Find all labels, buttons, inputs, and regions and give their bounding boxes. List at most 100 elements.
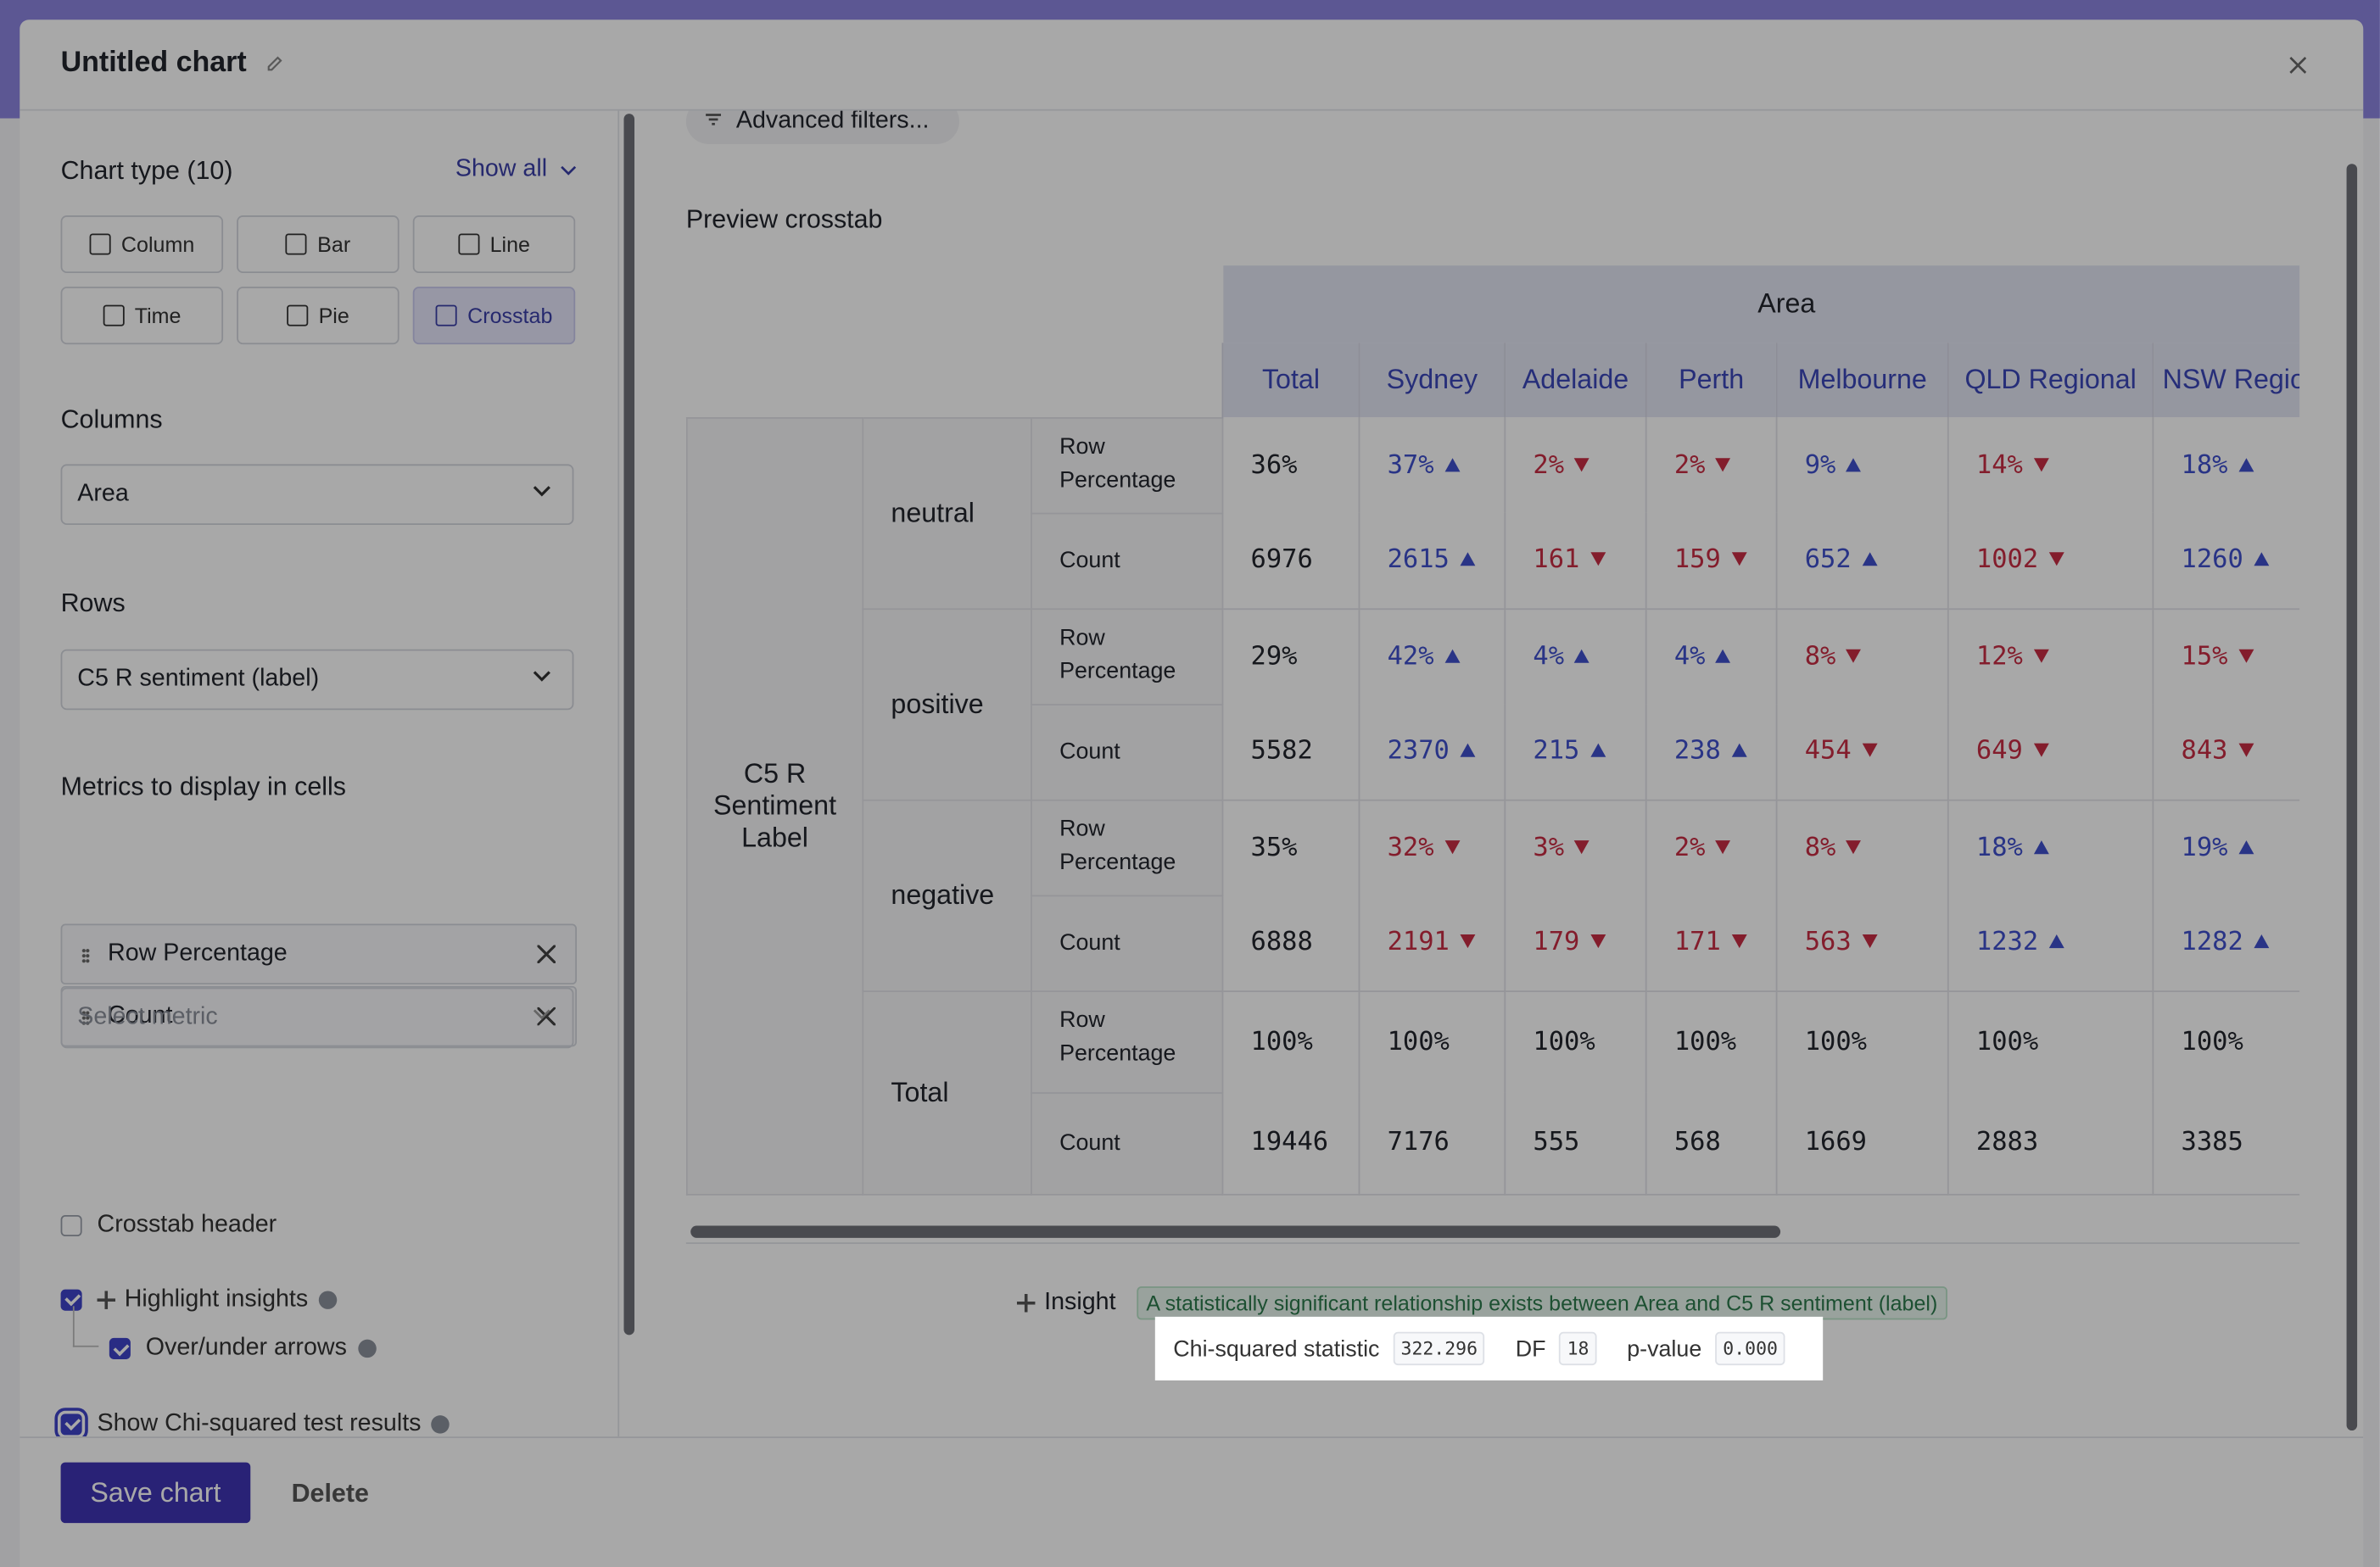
chart-type-button[interactable]: Column xyxy=(60,215,224,274)
option-row: Crosstab header xyxy=(60,1188,607,1263)
cell-value: 563 xyxy=(1804,927,1852,958)
data-cell: 19% xyxy=(2152,799,2300,895)
chart-type-button[interactable]: Time xyxy=(60,287,224,345)
metric-chip[interactable]: Row Percentage xyxy=(60,923,578,985)
crosstab: Area Total Sydney Adelaide Perth Melbourne QLD… xyxy=(685,265,2300,1195)
info-icon[interactable] xyxy=(432,1414,450,1433)
chart-type-icon xyxy=(89,233,111,255)
save-button[interactable]: Save chart xyxy=(60,1462,251,1524)
show-all-button[interactable]: Show all xyxy=(455,156,578,183)
row-header: C5 R Sentiment Label xyxy=(685,416,864,1195)
p-value: 0.000 xyxy=(1715,1331,1785,1366)
chart-type-button[interactable]: Crosstab xyxy=(412,287,576,345)
cell-value: 2615 xyxy=(1387,544,1450,576)
chart-type-icon xyxy=(458,233,480,255)
chart-type-button[interactable]: Pie xyxy=(237,287,399,345)
cell-value: 18% xyxy=(1975,832,2023,863)
data-cell: 36% xyxy=(1221,416,1360,513)
chart-type-button[interactable]: Bar xyxy=(237,215,399,274)
p-label: p-value xyxy=(1627,1336,1702,1362)
columns-dropdown[interactable]: Area xyxy=(60,464,574,525)
scroll-thumb[interactable] xyxy=(690,1225,1781,1238)
data-cell: 2% xyxy=(1645,799,1778,895)
table-scrollbar[interactable] xyxy=(685,1221,2300,1244)
cell-value: 9% xyxy=(1804,449,1836,481)
metric-chip[interactable]: Count xyxy=(60,985,578,1047)
columns-label: Columns xyxy=(60,404,163,434)
chart-type-icon xyxy=(103,304,125,326)
trend-arrow xyxy=(1846,649,1862,663)
cell-value: 238 xyxy=(1673,736,1721,767)
data-cell: 100% xyxy=(1358,990,1506,1093)
data-cell: 171 xyxy=(1645,895,1778,992)
data-cell: 4% xyxy=(1645,608,1778,705)
data-cell: 454 xyxy=(1775,704,1949,800)
cell-value: 100% xyxy=(1250,1026,1313,1057)
cell-value: 652 xyxy=(1804,544,1852,576)
data-cell: 100% xyxy=(2152,990,2300,1093)
chart-type-label: Crosstab xyxy=(467,303,553,328)
data-cell: 18% xyxy=(2152,416,2300,513)
advanced-filters-button[interactable]: Advanced filters... xyxy=(685,110,959,144)
cell-value: 2% xyxy=(1533,449,1565,481)
metric-select[interactable]: Select metric xyxy=(60,987,574,1049)
metric-label: Count xyxy=(1031,894,1224,992)
option-label: Crosstab header xyxy=(97,1211,277,1237)
data-cell: 1282 xyxy=(2152,895,2300,992)
metric-label: Count xyxy=(1031,703,1224,800)
data-cell: 14% xyxy=(1947,416,2154,513)
cell-value: 42% xyxy=(1387,641,1434,672)
trend-arrow xyxy=(2238,839,2254,854)
cell-value: 1260 xyxy=(2181,544,2243,576)
column-header: Total xyxy=(1221,343,1360,417)
checkbox[interactable] xyxy=(109,1337,131,1359)
trend-arrow xyxy=(1589,744,1606,758)
trend-arrow xyxy=(1444,457,1460,471)
data-cell: 161 xyxy=(1504,512,1647,610)
data-cell: 19446 xyxy=(1221,1092,1360,1195)
data-row: Count 19446 7176 555 568 1669 2883 3385 xyxy=(687,1091,2300,1195)
checkbox[interactable] xyxy=(60,1214,82,1236)
cell-value: 171 xyxy=(1673,927,1721,958)
row-group-label: Total xyxy=(862,990,1032,1195)
right-scrollbar[interactable] xyxy=(2346,164,2358,1431)
chart-type-icon xyxy=(435,304,457,326)
checkbox[interactable] xyxy=(60,1288,82,1310)
data-cell: 1002 xyxy=(1947,512,2154,610)
data-cell: 100% xyxy=(1947,990,2154,1093)
cell-value: 3385 xyxy=(2181,1127,2243,1158)
data-cell: 8% xyxy=(1775,799,1949,895)
delete-button[interactable]: Delete xyxy=(291,1479,369,1508)
data-cell: 6888 xyxy=(1221,895,1360,992)
chart-type-button[interactable]: Line xyxy=(412,215,576,274)
cell-value: 19446 xyxy=(1250,1127,1329,1158)
cell-value: 1002 xyxy=(1975,544,2039,576)
metrics-label: Metrics to display in cells xyxy=(60,772,347,801)
cell-value: 100% xyxy=(1673,1026,1737,1057)
left-scrollbar[interactable] xyxy=(623,114,635,1336)
chevron xyxy=(533,671,550,682)
trend-arrow xyxy=(1574,457,1590,471)
metric-label: Row Percentage xyxy=(1031,607,1224,705)
data-cell: 9% xyxy=(1775,416,1949,513)
checkbox[interactable] xyxy=(60,1413,82,1435)
trend-arrow xyxy=(1716,457,1731,471)
row-group-label: negative xyxy=(862,798,1032,992)
info-icon[interactable] xyxy=(357,1339,376,1358)
trend-arrow xyxy=(1731,744,1747,758)
rows-dropdown[interactable]: C5 R sentiment (label) xyxy=(60,649,574,711)
edit-icon[interactable] xyxy=(265,54,283,72)
close-button[interactable] xyxy=(2289,56,2307,74)
data-row: Count 6976 2615 161 159 652 1002 1260 xyxy=(687,511,2300,610)
cell-value: 1232 xyxy=(1975,927,2039,958)
trend-arrow xyxy=(1444,839,1460,854)
option-label: Highlight insights xyxy=(124,1285,309,1312)
data-cell: 15% xyxy=(2152,608,2300,705)
data-cell: 6976 xyxy=(1221,512,1360,610)
cell-value: 3% xyxy=(1533,832,1565,863)
modal-title: Untitled chart xyxy=(60,47,247,80)
info-icon[interactable] xyxy=(318,1290,338,1309)
column-header: Melbourne xyxy=(1775,343,1948,417)
chart-type-grid: Column Bar Line Time Pie Crosstab xyxy=(60,215,577,345)
cell-value: 100% xyxy=(1975,1026,2039,1057)
